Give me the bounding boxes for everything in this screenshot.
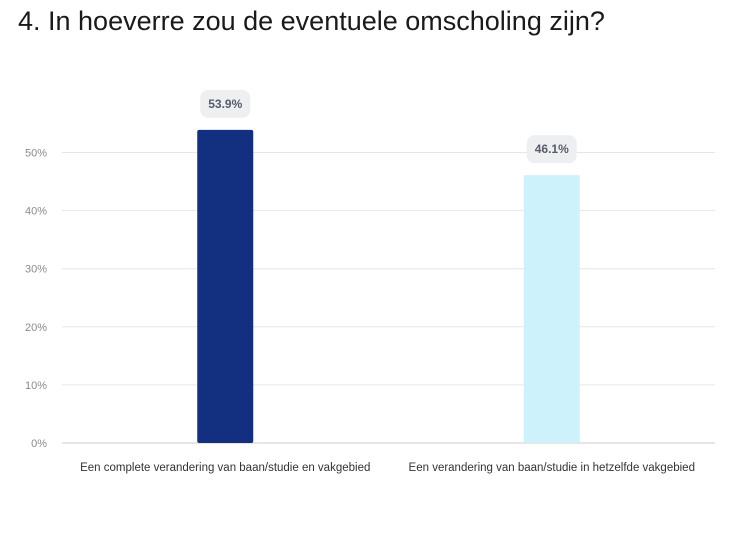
data-label-background bbox=[200, 89, 251, 118]
chart-title: 4. In hoeverre zou de eventuele omscholi… bbox=[18, 6, 605, 36]
y-tick-label: 10% bbox=[25, 380, 47, 392]
y-tick-label: 20% bbox=[25, 322, 47, 334]
gridlines bbox=[62, 152, 715, 444]
category-label: Een complete verandering van baan/studie… bbox=[80, 462, 370, 474]
y-axis-ticks: 0% 10% 20% 30% 40% 50% bbox=[25, 148, 47, 451]
y-tick-label: 0% bbox=[31, 438, 47, 450]
data-labels: 53.9% 46.1% bbox=[200, 89, 577, 164]
bar bbox=[197, 129, 254, 443]
data-label: 53.9% bbox=[208, 97, 242, 111]
x-axis-categories: Een complete verandering van baan/studie… bbox=[80, 462, 695, 474]
category-label: Een verandering van baan/studie in hetze… bbox=[409, 462, 695, 474]
bars bbox=[197, 129, 580, 443]
data-label-background bbox=[526, 135, 577, 164]
bar bbox=[523, 175, 580, 443]
data-label: 46.1% bbox=[535, 142, 569, 156]
y-tick-label: 50% bbox=[25, 148, 47, 160]
y-tick-label: 40% bbox=[25, 206, 47, 218]
y-tick-label: 30% bbox=[25, 264, 47, 276]
